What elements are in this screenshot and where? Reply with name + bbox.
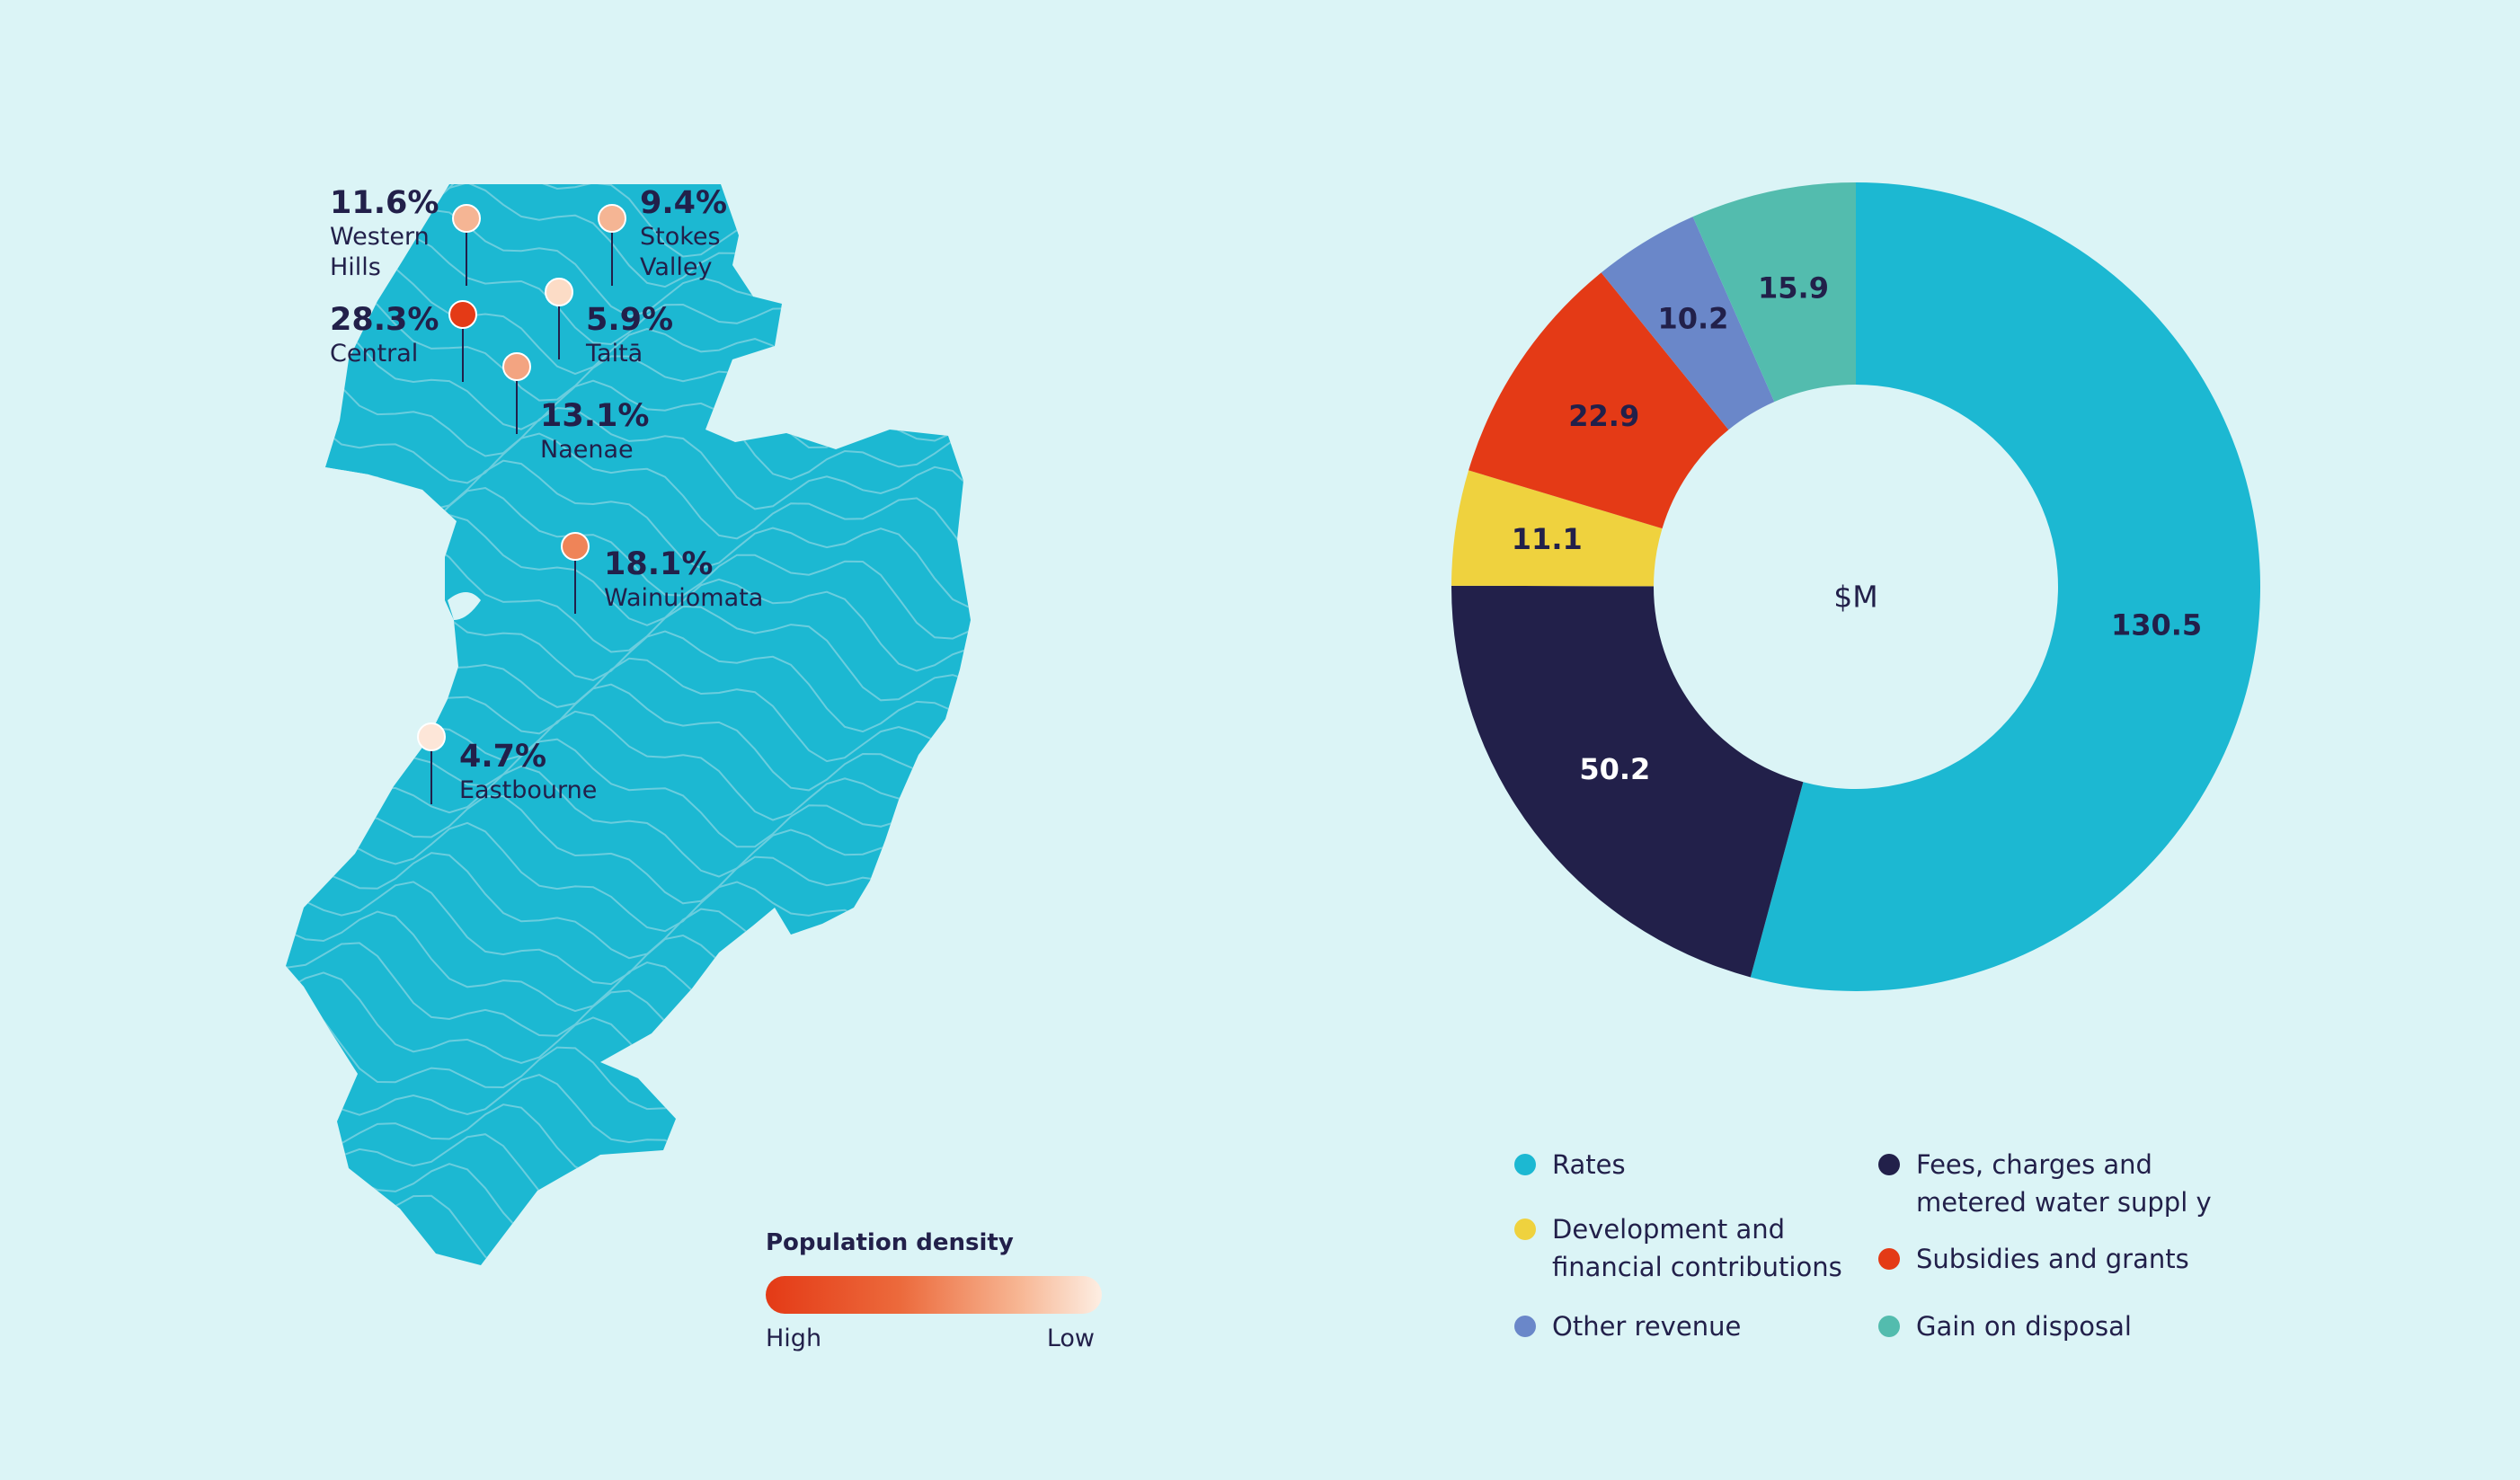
suburb-label: 18.1% Wainuiomata xyxy=(604,548,763,614)
legend-swatch xyxy=(1878,1154,1900,1175)
legend-label: Fees, charges and metered water suppl y xyxy=(1916,1149,2212,1218)
suburb-percentage: 9.4% xyxy=(640,185,728,221)
revenue-donut-chart: 130.5 50.2 11.1 22.9 10.2 15.9 $M xyxy=(1451,182,2260,991)
suburb-percentage: 11.6% xyxy=(330,185,439,221)
donut-value-label: 50.2 xyxy=(1579,752,1650,786)
location-pin xyxy=(502,352,531,381)
map-region-shape xyxy=(286,184,971,1265)
location-pin xyxy=(545,278,573,306)
legend-label: Development and financial contributions xyxy=(1552,1214,1842,1282)
suburb-percentage: 18.1% xyxy=(604,546,714,582)
legend-item-fees: Fees, charges and metered water suppl y xyxy=(1878,1146,2212,1221)
legend-label: Subsidies and grants xyxy=(1916,1244,2189,1274)
legend-swatch xyxy=(1514,1154,1536,1175)
revenue-legend: Rates Fees, charges and metered water su… xyxy=(1514,1146,2413,1361)
legend-item-development: Development and financial contributions xyxy=(1514,1210,1842,1286)
suburb-name: Wainuiomata xyxy=(604,583,764,612)
map-panel: 11.6% Western Hills 9.4% Stokes Valley 2… xyxy=(0,0,1123,1480)
contour-line xyxy=(286,377,971,574)
legend-label: Gain on disposal xyxy=(1916,1311,2132,1342)
contour-line xyxy=(286,318,971,481)
legend-item-other-revenue: Other revenue xyxy=(1514,1307,1741,1345)
legend-label: Rates xyxy=(1552,1149,1626,1180)
donut-slices xyxy=(1451,182,2260,991)
suburb-percentage: 13.1% xyxy=(540,398,650,434)
suburb-label: 5.9% Taitā xyxy=(586,304,673,369)
suburb-name: Naenae xyxy=(540,435,634,464)
donut-value-label: 11.1 xyxy=(1512,522,1583,556)
suburb-percentage: 28.3% xyxy=(330,302,439,338)
suburb-name: Taitā xyxy=(586,339,643,368)
legend-swatch xyxy=(1878,1248,1900,1270)
location-pin xyxy=(448,300,477,329)
legend-item-subsidies: Subsidies and grants xyxy=(1878,1240,2189,1278)
legend-swatch xyxy=(1878,1316,1900,1337)
density-high-label: High xyxy=(766,1325,822,1352)
donut-value-label: 10.2 xyxy=(1657,301,1728,335)
donut-slice xyxy=(1451,470,1663,587)
suburb-label: 11.6% Western Hills xyxy=(330,187,439,282)
suburb-name: Eastbourne xyxy=(459,775,598,804)
donut-value-label: 130.5 xyxy=(2111,607,2202,642)
contour-line xyxy=(286,790,971,954)
suburb-label: 4.7% Eastbourne xyxy=(459,740,597,806)
population-density-legend: Population density High Low xyxy=(766,1229,1107,1352)
location-pin xyxy=(598,204,626,233)
donut-slice xyxy=(1692,182,1856,403)
suburb-percentage: 4.7% xyxy=(459,739,547,775)
donut-value-labels: 130.5 50.2 11.1 22.9 10.2 15.9 xyxy=(1512,271,2202,786)
map-inlet xyxy=(448,592,481,620)
region-map xyxy=(286,184,971,1265)
location-pin xyxy=(452,204,481,233)
legend-label: Other revenue xyxy=(1552,1311,1742,1342)
suburb-label: 9.4% Stokes Valley xyxy=(640,187,727,282)
donut-value-label: 22.9 xyxy=(1568,399,1639,433)
donut-slice xyxy=(1469,272,1729,529)
donut-value-label: 15.9 xyxy=(1758,271,1829,306)
donut-slice xyxy=(1601,217,1775,430)
legend-item-gain-on-disposal: Gain on disposal xyxy=(1878,1307,2132,1345)
density-gradient-bar xyxy=(766,1276,1102,1314)
donut-center-label: $M xyxy=(1833,580,1877,615)
suburb-name: Western Hills xyxy=(330,222,430,281)
suburb-label: 13.1% Naenae xyxy=(540,400,649,465)
donut-slice xyxy=(1750,182,2260,991)
legend-item-rates: Rates xyxy=(1514,1146,1626,1183)
suburb-name: Central xyxy=(330,339,419,368)
donut-slice xyxy=(1451,585,1804,978)
suburb-label: 28.3% Central xyxy=(330,304,439,369)
suburb-percentage: 5.9% xyxy=(586,302,674,338)
location-pin xyxy=(561,532,590,561)
legend-swatch xyxy=(1514,1316,1536,1337)
contour-line xyxy=(286,349,971,514)
suburb-name: Stokes Valley xyxy=(640,222,721,281)
density-legend-title: Population density xyxy=(766,1229,1014,1256)
legend-swatch xyxy=(1514,1219,1536,1240)
density-low-label: Low xyxy=(1046,1325,1095,1352)
density-legend-scale: High Low xyxy=(766,1325,1095,1352)
location-pin xyxy=(417,722,446,751)
map-pins xyxy=(417,204,626,804)
